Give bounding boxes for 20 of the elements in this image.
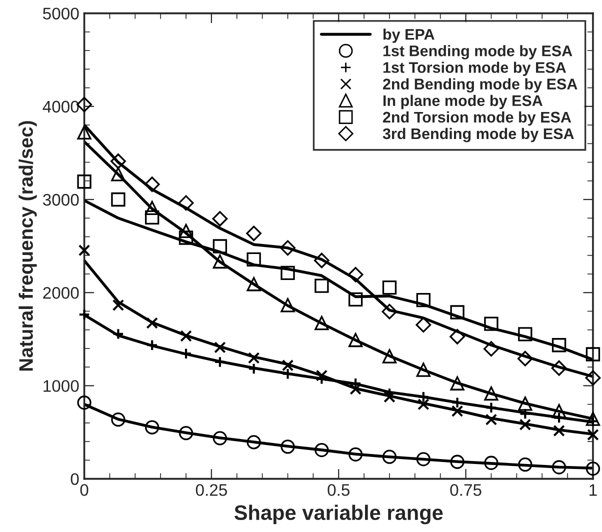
y-tick-label: 4000 xyxy=(42,100,79,113)
y-tick-label: 3000 xyxy=(42,194,79,206)
legend-label: In plane mode by ESA xyxy=(383,94,543,110)
y-tick-label: 5000 xyxy=(43,8,79,20)
legend-label: 1st Torsion mode by ESA xyxy=(383,62,566,76)
legend-label: 3rd Bending mode by ESA xyxy=(382,128,574,142)
x-axis-title: Shape variable range xyxy=(234,504,443,524)
legend-label: 1st Bending mode by ESA xyxy=(383,45,572,60)
x-tick-label: 0.5 xyxy=(328,484,350,496)
x-tick-label: 0.25 xyxy=(196,484,227,496)
x-tick-label: 0.75 xyxy=(450,484,482,496)
y-tick-label: 1000 xyxy=(44,380,79,392)
y-tick-label: 0 xyxy=(70,473,79,486)
y-axis-title: Natural frequency (rad/sec) xyxy=(18,121,37,371)
legend-label: 2nd Torsion mode by ESA xyxy=(383,111,572,126)
legend-label: by EPA xyxy=(383,28,434,43)
y-tick-label: 2000 xyxy=(43,287,79,299)
x-tick-label: 1 xyxy=(590,484,597,496)
x-tick-label: 0 xyxy=(80,484,88,496)
legend-label: 2nd Bending mode by ESA xyxy=(383,78,578,93)
